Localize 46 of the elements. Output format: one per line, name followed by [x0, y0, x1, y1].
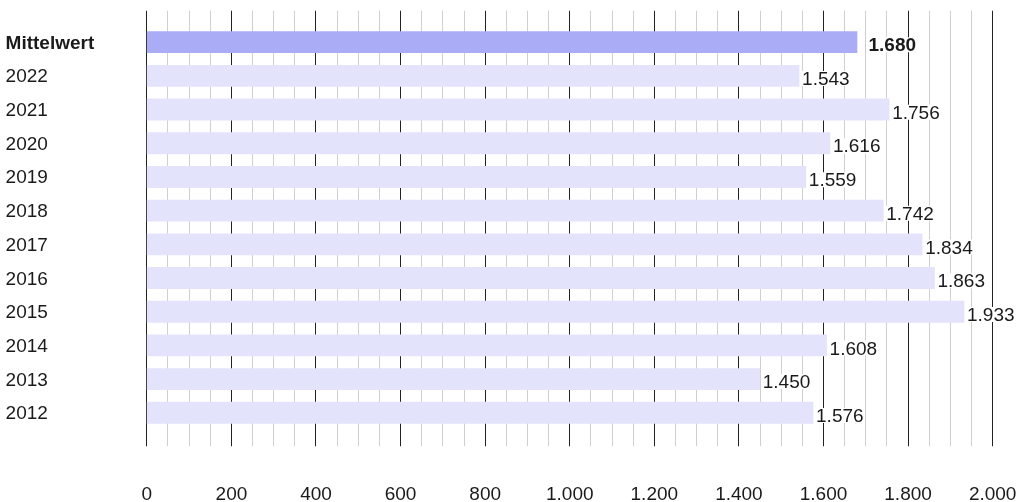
x-tick-label: 0 — [141, 482, 153, 502]
y-tick-label: 2019 — [5, 166, 48, 188]
data-label: 1.680 — [868, 34, 917, 56]
x-tick-label: 200 — [215, 482, 248, 502]
y-tick-label: Mittelwert — [5, 31, 95, 53]
data-label: 1.450 — [762, 371, 811, 393]
bar — [146, 199, 884, 222]
y-tick-label: 2021 — [5, 99, 48, 121]
x-tick-label: 1.800 — [884, 482, 932, 502]
bar — [146, 401, 814, 424]
bar — [146, 98, 890, 121]
y-tick-label: 2020 — [5, 132, 48, 154]
y-tick-label: 2015 — [5, 301, 48, 323]
data-label: 1.863 — [937, 270, 985, 292]
x-tick-label: 1.600 — [799, 482, 848, 502]
x-tick-label: 600 — [384, 482, 417, 502]
y-tick-label: 2016 — [5, 267, 48, 289]
bar — [146, 233, 923, 256]
bar — [146, 368, 761, 391]
data-label: 1.742 — [886, 202, 934, 224]
x-tick-label: 1.200 — [630, 482, 679, 502]
data-label: 1.933 — [967, 303, 1015, 325]
y-tick-label: 2018 — [5, 200, 48, 222]
bar — [146, 300, 965, 323]
y-tick-label: 2022 — [5, 65, 48, 87]
data-label: 1.834 — [925, 236, 974, 258]
y-tick-label: 2012 — [5, 402, 48, 424]
data-label: 1.543 — [802, 68, 850, 90]
x-tick-label: 400 — [300, 482, 332, 502]
bar — [146, 166, 807, 188]
data-label: 1.576 — [816, 405, 864, 426]
x-tick-label: 2.000 — [968, 482, 1017, 502]
data-label: 1.559 — [808, 169, 857, 191]
data-label: 1.756 — [892, 101, 940, 123]
bar — [146, 132, 831, 155]
y-tick-label: 2013 — [5, 368, 48, 390]
bar — [146, 334, 827, 357]
x-tick-label: 800 — [469, 482, 502, 502]
y-tick-label: 2014 — [5, 334, 49, 356]
x-tick-label: 1.000 — [545, 482, 594, 502]
x-tick-label: 1.400 — [715, 482, 763, 502]
data-label: 1.608 — [829, 337, 878, 359]
y-tick-label: 2017 — [5, 233, 48, 255]
bar — [146, 267, 935, 289]
data-label: 1.616 — [832, 135, 881, 157]
bar — [146, 31, 858, 54]
